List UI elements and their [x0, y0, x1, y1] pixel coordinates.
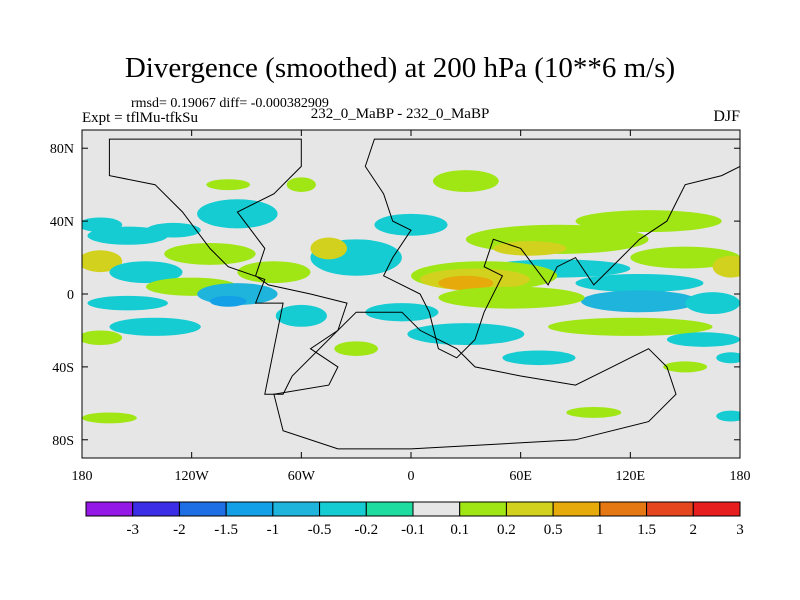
y-tick-label-1: 40N	[50, 215, 74, 230]
divergence-patch-25	[493, 241, 567, 256]
colorbar-swatch-10	[552, 501, 601, 517]
colorbar-swatch-0	[85, 501, 134, 517]
divergence-patch-31	[630, 246, 740, 269]
x-tick-label-0: 180	[72, 469, 93, 484]
season-label: DJF	[713, 108, 740, 125]
divergence-patch-18	[407, 323, 525, 346]
divergence-patch-5	[82, 250, 123, 273]
axis-ticks: 180 120W 60W 0 60E 120E 180 80N 40N 0 40S 80S	[50, 130, 751, 484]
divergence-patch-33	[575, 273, 704, 293]
colorbar-swatch-9	[505, 501, 554, 517]
run-comparison-label: 232_0_MaBP - 232_0_MaBP	[310, 106, 490, 122]
y-tick-label-2: 0	[67, 288, 74, 303]
colorbar-swatch-12	[646, 501, 694, 517]
colorbar-swatch-11	[599, 501, 648, 517]
divergence-patch-37	[548, 317, 713, 336]
colorbar-label-11: 1.5	[637, 522, 656, 538]
colorbar-label-7: 0.1	[450, 522, 469, 538]
x-tick-label-2: 60W	[288, 469, 316, 484]
x-tick-label-1: 120W	[175, 469, 210, 484]
colorbar: -3 -2 -1.5 -1 -0.5 -0.2 -0.1 0.1 0.2 0.5 1 1.5 2 3	[85, 501, 744, 538]
divergence-patch-12	[209, 295, 247, 307]
divergence-patch-19	[334, 341, 379, 356]
colorbar-swatch-2	[178, 501, 227, 517]
divergence-patch-4	[164, 242, 256, 265]
divergence-patch-20	[432, 170, 499, 192]
colorbar-label-5: -0.2	[354, 522, 378, 538]
colorbar-swatch-13	[692, 501, 741, 517]
divergence-patch-35	[685, 292, 740, 315]
x-tick-label-4: 60E	[509, 469, 532, 484]
divergence-patch-16	[275, 304, 327, 327]
divergence-patch-2	[145, 222, 201, 238]
y-tick-label-3: 40S	[52, 361, 74, 376]
divergence-patch-23	[206, 179, 251, 191]
divergence-patch-10	[310, 237, 348, 260]
colorbar-label-10: 1	[596, 522, 604, 538]
divergence-patch-8	[237, 261, 311, 284]
divergence-patch-41	[502, 350, 576, 366]
continent-outlines	[108, 138, 740, 450]
continent-outline-0	[108, 138, 348, 395]
colorbar-swatch-7	[412, 501, 461, 517]
colorbar-label-8: 0.2	[497, 522, 516, 538]
continent-outline-2	[273, 311, 677, 450]
colorbar-label-6: -0.1	[401, 522, 425, 538]
divergence-patch-30	[575, 210, 722, 233]
divergence-patch-38	[666, 332, 740, 347]
divergence-patch-42	[82, 412, 137, 424]
divergence-patch-22	[286, 177, 316, 192]
divergence-patch-14	[109, 317, 201, 336]
divergence-patch-36	[438, 286, 585, 309]
y-tick-label-0: 80N	[50, 142, 74, 157]
colorbar-label-4: -0.5	[308, 522, 332, 538]
x-tick-label-3: 0	[408, 469, 415, 484]
divergence-patch-44	[716, 410, 740, 422]
divergence-patch-13	[87, 295, 168, 311]
chart-title: Divergence (smoothed) at 200 hPa (10**6 …	[124, 52, 676, 84]
divergence-patch-40	[663, 361, 708, 373]
divergence-patch-39	[716, 352, 740, 364]
colorbar-swatch-1	[132, 501, 180, 517]
x-tick-label-5: 120E	[616, 469, 646, 484]
colorbar-swatch-8	[459, 501, 507, 517]
divergence-patch-21	[374, 213, 448, 236]
divergence-patch-3	[197, 199, 278, 229]
divergence-patch-29	[438, 275, 494, 291]
continent-outline-1	[364, 138, 740, 359]
divergence-patch-43	[566, 406, 622, 418]
divergence-patch-34	[580, 290, 698, 313]
colorbar-label-1: -2	[173, 522, 186, 538]
x-tick-label-6: 180	[730, 469, 751, 484]
colorbar-swatch-5	[319, 501, 367, 517]
experiment-label: Expt = tflMu-tfkSu	[82, 110, 198, 126]
colorbar-label-13: 3	[736, 522, 744, 538]
colorbar-label-12: 2	[690, 522, 698, 538]
divergence-patch-6	[109, 261, 183, 284]
colorbar-label-3: -1	[267, 522, 280, 538]
y-tick-label-4: 80S	[52, 434, 74, 449]
divergence-patch-15	[82, 330, 123, 346]
colorbar-swatch-3	[225, 501, 274, 517]
colorbar-label-2: -1.5	[214, 522, 238, 538]
colorbar-label-0: -3	[126, 522, 139, 538]
divergence-patch-32	[712, 255, 740, 278]
colorbar-swatch-6	[365, 501, 414, 517]
colorbar-label-9: 0.5	[544, 522, 563, 538]
colorbar-swatch-4	[272, 501, 321, 517]
rmsd-stats-label: rmsd= 0.19067 diff= -0.000382909	[131, 96, 329, 111]
